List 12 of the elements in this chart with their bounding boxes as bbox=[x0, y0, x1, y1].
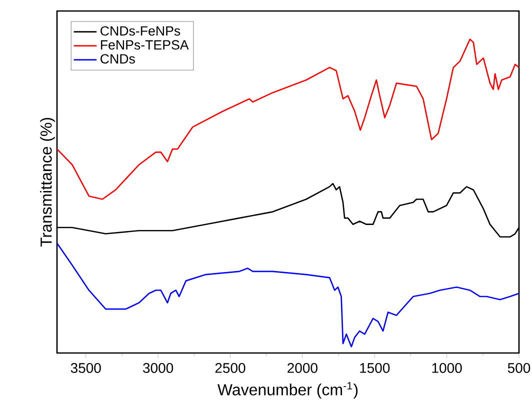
x-axis-title: Wavenumber (cm$^{-1}$) bbox=[217, 382, 358, 399]
x-tick-label: 500 bbox=[508, 363, 530, 373]
x-tick-label: 2000 bbox=[288, 363, 318, 373]
legend-label: CNDs-FeNPs bbox=[100, 26, 180, 36]
x-tick-label: 3000 bbox=[143, 363, 174, 373]
x-tick-label: 1500 bbox=[360, 363, 390, 373]
legend-label: FeNPs-TEPSA bbox=[100, 40, 189, 50]
y-axis-title: Transmittance (%) bbox=[40, 118, 55, 247]
x-tick-label: 3500 bbox=[70, 363, 101, 373]
legend-label: CNDs bbox=[100, 54, 135, 64]
x-tick-label: 2500 bbox=[215, 363, 246, 373]
x-tick-label: 1000 bbox=[432, 363, 462, 373]
